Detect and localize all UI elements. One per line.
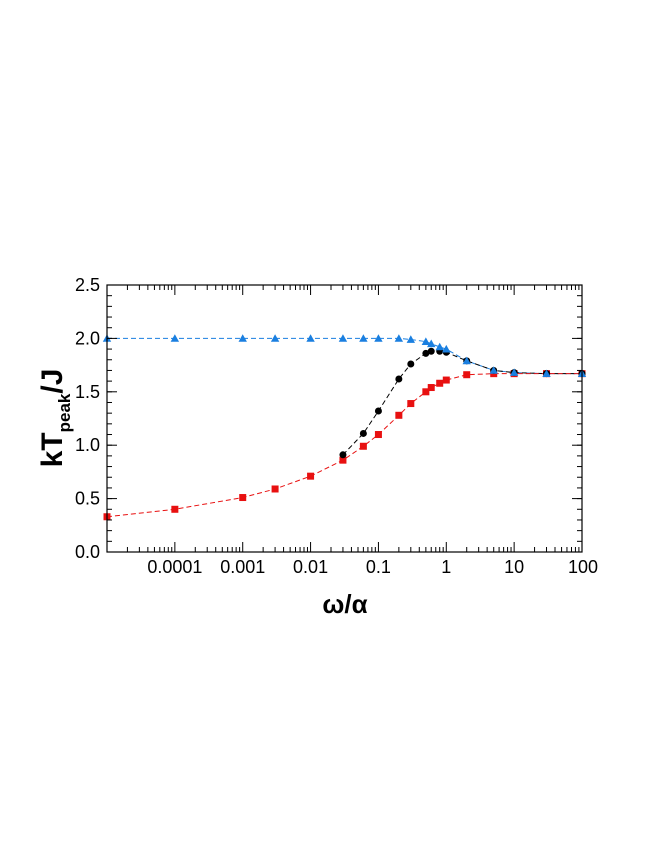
series-curves (106, 337, 582, 518)
series-line-circle (342, 350, 582, 456)
x-tick-label: 0.001 (220, 557, 265, 577)
data-point-circle (407, 360, 415, 368)
data-point-triangle (270, 334, 280, 342)
data-point-triangle (306, 334, 315, 342)
y-axis-title-main: kT (36, 432, 69, 467)
data-point-square (339, 456, 347, 464)
data-point-square (171, 505, 179, 513)
data-point-triangle (338, 334, 348, 342)
x-axis-title: ω/α (322, 589, 367, 619)
y-axis-title-subscript: peak (55, 393, 74, 432)
data-point-square (271, 485, 279, 493)
data-point-square (407, 400, 415, 408)
data-point-circle (422, 349, 430, 357)
data-point-circle (359, 429, 367, 437)
data-point-triangle (442, 344, 451, 353)
data-point-triangle (238, 334, 247, 342)
x-tick-label: 0.0001 (147, 557, 202, 577)
data-point-triangle (359, 334, 368, 342)
y-tick-label: 2.0 (75, 328, 100, 348)
data-point-triangle (435, 342, 444, 351)
data-point-square (442, 376, 450, 384)
data-point-triangle (374, 334, 383, 342)
data-point-square (239, 494, 247, 502)
series-markers (102, 334, 587, 521)
data-point-square (359, 442, 367, 450)
y-tick-label: 0.5 (75, 489, 100, 509)
data-point-triangle (406, 335, 416, 343)
y-tick-label: 0.0 (75, 542, 100, 562)
data-point-triangle (421, 337, 431, 345)
series-line-triangle (107, 337, 582, 375)
series-line-square (106, 373, 582, 518)
y-axis-title: kTpeak/J (36, 369, 74, 468)
data-point-circle (395, 375, 403, 383)
x-tick-label: 100 (568, 557, 598, 577)
data-point-square (427, 384, 435, 392)
axis-ticks (107, 284, 583, 553)
data-point-triangle (427, 339, 436, 348)
data-point-square (307, 472, 315, 480)
plot-frame (106, 284, 583, 553)
x-tick-label: 0.1 (366, 557, 391, 577)
data-point-triangle (394, 334, 404, 342)
x-tick-label: 1 (441, 557, 451, 577)
data-point-square (436, 379, 444, 387)
data-point-triangle (489, 366, 498, 374)
data-point-square (395, 411, 403, 419)
data-point-triangle (509, 368, 519, 376)
data-point-square (374, 431, 382, 439)
x-tick-label: 10 (504, 557, 524, 577)
data-point-triangle (462, 356, 471, 365)
data-point-triangle (170, 334, 180, 342)
data-point-circle (374, 407, 382, 415)
data-point-circle (339, 451, 347, 459)
data-point-circle (427, 347, 435, 355)
y-tick-label: 1.0 (75, 435, 100, 455)
y-axis-title-tail: /J (36, 369, 69, 394)
axis-tick-labels: 0.0 0.5 1.0 1.5 2.0 2.5 0.0001 0.001 0.01 0.1 1 10 1… (75, 275, 598, 577)
y-tick-label: 1.5 (75, 382, 100, 402)
y-tick-label: 2.5 (75, 275, 100, 295)
x-tick-label: 0.01 (293, 557, 328, 577)
data-point-square (422, 388, 430, 396)
data-point-square (463, 371, 471, 379)
data-point-triangle (542, 369, 551, 378)
